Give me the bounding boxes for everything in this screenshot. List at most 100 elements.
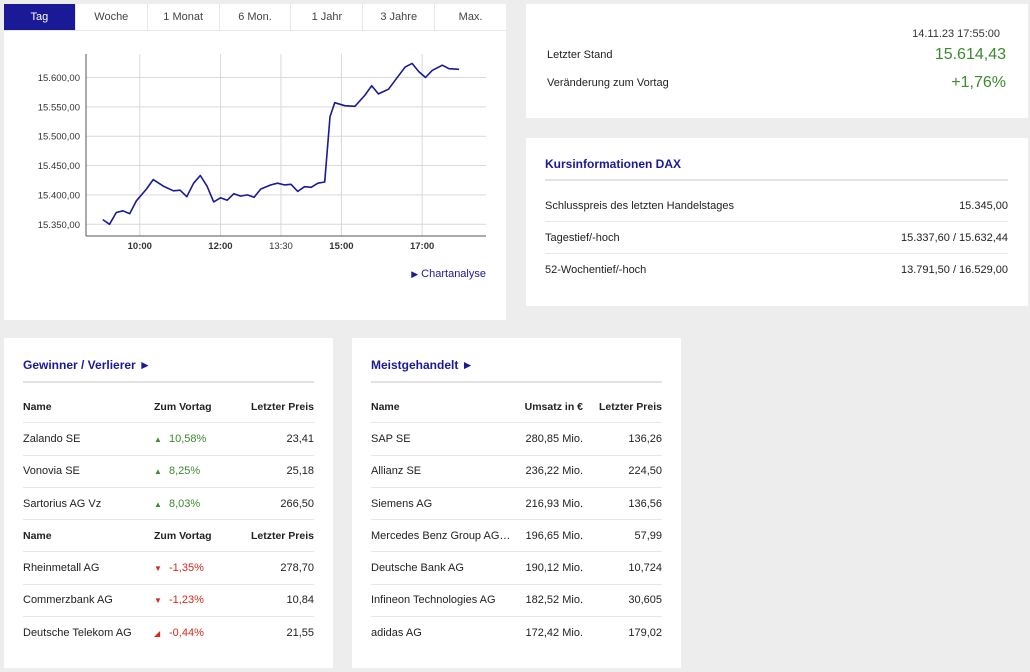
- y-tick-label: 15.550,00: [38, 102, 80, 113]
- table-row[interactable]: Deutsche Bank AG 190,12 Mio. 10,724: [371, 552, 662, 585]
- table-row[interactable]: SAP SE 280,85 Mio. 136,26: [371, 423, 662, 456]
- y-tick-label: 15.500,00: [38, 132, 80, 143]
- y-tick-label: 15.350,00: [38, 220, 80, 231]
- stock-name[interactable]: Deutsche Telekom AG: [23, 627, 132, 640]
- price-value: 23,41: [286, 432, 314, 445]
- tab-day[interactable]: Tag: [4, 4, 76, 30]
- info-value: 13.791,50 / 16.529,00: [900, 264, 1008, 276]
- play-icon: ▶: [411, 269, 419, 279]
- price-series-line: [102, 62, 460, 226]
- change-value: 10,58%: [169, 432, 207, 445]
- arrow-up-icon: ▲: [154, 467, 162, 477]
- change-value: +1,76%: [951, 74, 1006, 91]
- table-row[interactable]: Siemens AG 216,93 Mio. 136,56: [371, 488, 662, 521]
- info-label: Schlusspreis des letzten Handelstages: [545, 199, 734, 212]
- change-value: 8,03%: [169, 497, 201, 510]
- price-value: 25,18: [286, 465, 314, 478]
- x-tick-label: 10:00: [128, 241, 152, 252]
- intraday-chart: 15.350,00 15.400,00 15.450,00 15.500,00 15.5…: [38, 54, 486, 252]
- info-row: Tagestief/-hoch 15.337,60 / 15.632,44: [545, 222, 1008, 254]
- change-row: Veränderung zum Vortag +1,76%: [547, 74, 1006, 92]
- table-row[interactable]: Vonovia SE ▲ 8,25% 25,18: [23, 456, 314, 488]
- tab-6-months[interactable]: 6 Mon.: [220, 4, 292, 30]
- tab-1-year[interactable]: 1 Jahr: [291, 4, 364, 30]
- table-header: Name Umsatz in € Letzter Preis: [371, 391, 662, 424]
- change-value: 8,25%: [169, 465, 201, 478]
- price-value: 21,55: [286, 627, 314, 640]
- tab-1-month[interactable]: 1 Monat: [148, 4, 220, 30]
- last-price-row: Letzter Stand 15.614,43: [547, 46, 1006, 64]
- stock-name[interactable]: Sartorius AG Vz: [23, 497, 102, 510]
- stock-name[interactable]: adidas AG: [371, 627, 422, 640]
- gainers-losers-title[interactable]: Gewinner / Verlierer ►: [23, 358, 151, 372]
- col-change: Zum Vortag: [154, 400, 212, 413]
- table-row[interactable]: Deutsche Telekom AG ◢ -0,44% 21,55: [23, 617, 314, 649]
- stock-name[interactable]: Allianz SE: [371, 465, 422, 478]
- tab-3-years[interactable]: 3 Jahre: [363, 4, 436, 30]
- change-value: -1,35%: [169, 562, 204, 575]
- arrow-up-icon: ▲: [154, 499, 162, 509]
- volume-value: 182,52 Mio.: [525, 594, 583, 607]
- quote-timestamp: 14.11.23 17:55:00: [912, 28, 1000, 40]
- stock-name[interactable]: SAP SE: [371, 432, 411, 445]
- price-value: 57,99: [634, 529, 662, 542]
- stock-name[interactable]: Commerzbank AG: [23, 594, 113, 607]
- info-title: Kursinformationen DAX: [545, 157, 682, 171]
- tab-max[interactable]: Max.: [458, 11, 483, 23]
- stock-name[interactable]: Rheinmetall AG: [23, 562, 100, 575]
- x-tick-label: 13:30: [269, 241, 293, 252]
- gainers-losers-panel: Gewinner / Verlierer ► Name Zum Vortag L…: [4, 338, 333, 668]
- volume-value: 216,93 Mio.: [525, 497, 583, 510]
- table-row[interactable]: Allianz SE 236,22 Mio. 224,50: [371, 456, 662, 488]
- table-row[interactable]: Rheinmetall AG ▼ -1,35% 278,70: [23, 552, 314, 585]
- table-row[interactable]: Mercedes Benz Group AG ... 196,65 Mio. 5…: [371, 520, 662, 553]
- timeframe-tabs: Tag Woche 1 Monat 6 Mon. 1 Jahr 3 Jahre …: [4, 4, 506, 31]
- y-tick-label: 15.450,00: [38, 161, 80, 172]
- stock-name[interactable]: Deutsche Bank AG: [371, 562, 464, 575]
- change-value: -1,23%: [169, 594, 204, 607]
- info-row: Schlusspreis des letzten Handelstages 15…: [545, 190, 1008, 222]
- most-traded-title[interactable]: Meistgehandelt ►: [371, 358, 474, 372]
- price-value: 179,02: [628, 627, 662, 640]
- price-info-panel: Kursinformationen DAX Schlusspreis des l…: [526, 138, 1028, 306]
- price-value: 278,70: [280, 562, 314, 575]
- gainers-losers-table: Name Zum Vortag Letzter Preis Zalando SE…: [23, 391, 314, 649]
- tab-week[interactable]: Woche: [76, 4, 148, 30]
- info-label: Tagestief/-hoch: [545, 231, 620, 244]
- col-price: Letzter Preis: [250, 529, 314, 542]
- last-price-label: Letzter Stand: [547, 49, 613, 61]
- change-value: -0,44%: [169, 627, 204, 640]
- col-name: Name: [371, 400, 400, 413]
- stock-name[interactable]: Vonovia SE: [23, 465, 80, 478]
- table-row[interactable]: Zalando SE ▲ 10,58% 23,41: [23, 423, 314, 456]
- table-row[interactable]: Sartorius AG Vz ▲ 8,03% 266,50: [23, 488, 314, 521]
- col-name: Name: [23, 400, 52, 413]
- y-tick-label: 15.400,00: [38, 190, 80, 201]
- title-divider: [545, 179, 1008, 181]
- stock-name[interactable]: Mercedes Benz Group AG ...: [371, 529, 511, 542]
- info-row: 52-Wochentief/-hoch 13.791,50 / 16.529,0…: [545, 254, 1008, 286]
- price-value: 136,56: [628, 497, 662, 510]
- chartanalyse-label: Chartanalyse: [421, 268, 486, 280]
- volume-value: 172,42 Mio.: [525, 627, 583, 640]
- stock-name[interactable]: Siemens AG: [371, 497, 433, 510]
- most-traded-table: Name Umsatz in € Letzter Preis SAP SE 28…: [371, 391, 662, 649]
- most-traded-panel: Meistgehandelt ► Name Umsatz in € Letzte…: [352, 338, 681, 668]
- info-label: 52-Wochentief/-hoch: [545, 264, 647, 276]
- table-row[interactable]: adidas AG 172,42 Mio. 179,02: [371, 617, 662, 649]
- price-value: 266,50: [280, 497, 314, 510]
- volume-value: 236,22 Mio.: [525, 465, 583, 478]
- stock-name[interactable]: Infineon Technologies AG: [371, 594, 496, 607]
- table-header: Name Zum Vortag Letzter Preis: [23, 520, 314, 553]
- title-divider: [23, 381, 314, 383]
- table-row[interactable]: Infineon Technologies AG 182,52 Mio. 30,…: [371, 585, 662, 618]
- info-value: 15.345,00: [959, 199, 1008, 212]
- change-label: Veränderung zum Vortag: [547, 77, 669, 89]
- price-value: 10,84: [286, 594, 314, 607]
- stock-name[interactable]: Zalando SE: [23, 432, 81, 445]
- chartanalyse-link[interactable]: ▶ Chartanalyse: [411, 268, 486, 280]
- arrow-up-icon: ▲: [154, 434, 162, 444]
- y-tick-label: 15.600,00: [38, 73, 80, 84]
- col-price: Letzter Preis: [598, 400, 662, 413]
- table-row[interactable]: Commerzbank AG ▼ -1,23% 10,84: [23, 585, 314, 618]
